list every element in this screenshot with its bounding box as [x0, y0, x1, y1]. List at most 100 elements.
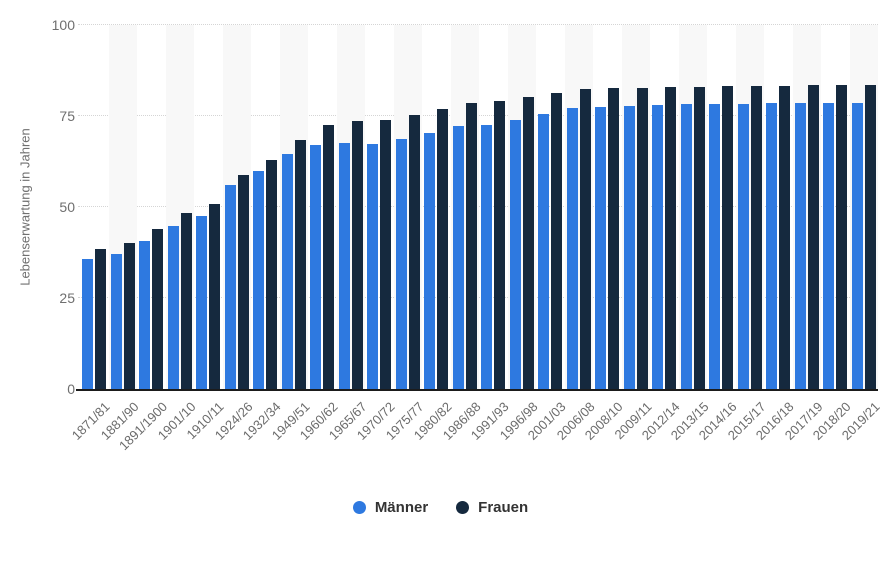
frauen-bar[interactable] [579, 89, 591, 389]
frauen-bar[interactable] [551, 93, 563, 389]
category-group [194, 25, 223, 389]
frauen-bar[interactable] [180, 213, 192, 389]
frauen-bar[interactable] [237, 174, 249, 389]
category-group [678, 25, 707, 389]
maenner-bar[interactable] [538, 113, 550, 389]
maenner-bar[interactable] [509, 119, 521, 389]
category-group [564, 25, 593, 389]
maenner-bar[interactable] [851, 103, 863, 389]
frauen-bar[interactable] [209, 204, 221, 389]
category-group [536, 25, 565, 389]
frauen-bar[interactable] [779, 85, 791, 389]
frauen-bar[interactable] [608, 88, 620, 389]
frauen-bar[interactable] [266, 160, 278, 389]
category-group [308, 25, 337, 389]
maenner-bar[interactable] [481, 125, 493, 389]
frauen-bar[interactable] [123, 242, 135, 389]
maenner-bar[interactable] [139, 241, 151, 389]
maenner-bar[interactable] [253, 170, 265, 389]
plot-area [76, 24, 878, 391]
bar-pair [139, 228, 164, 389]
frauen-bar[interactable] [152, 228, 164, 389]
category-group [422, 25, 451, 389]
category-group [621, 25, 650, 389]
maenner-bar[interactable] [452, 126, 464, 389]
legend-item-frauen[interactable]: Frauen [456, 499, 528, 516]
x-axis: 1871/81 1881/90 1891/1900 1901/10 1910/11 192… [69, 393, 881, 488]
frauen-bar[interactable] [836, 85, 848, 389]
frauen-bar[interactable] [807, 85, 819, 389]
maenner-bar[interactable] [709, 104, 721, 389]
maenner-bar[interactable] [196, 216, 208, 389]
bar-pair [737, 86, 762, 389]
maenner-bar[interactable] [566, 108, 578, 389]
frauen-bar[interactable] [693, 86, 705, 389]
maenner-bar[interactable] [281, 153, 293, 389]
maenner-bar[interactable] [110, 253, 122, 389]
bar-pair [566, 89, 591, 389]
category-group [792, 25, 821, 389]
legend-label-frauen: Frauen [478, 499, 529, 516]
category-group [336, 25, 365, 389]
frauen-bar[interactable] [380, 120, 392, 389]
maenner-bar[interactable] [424, 133, 436, 389]
category-group [137, 25, 166, 389]
category-group [279, 25, 308, 389]
frauen-bar[interactable] [95, 248, 107, 389]
frauen-bar[interactable] [722, 86, 734, 389]
maenner-bar[interactable] [224, 185, 236, 389]
category-group [849, 25, 878, 389]
y-axis-tick-label: 100 [51, 17, 75, 33]
category-group [735, 25, 764, 389]
bar-pair [623, 87, 648, 389]
bar-pair [766, 85, 791, 389]
bar-pair [538, 93, 563, 389]
maenner-bar[interactable] [367, 143, 379, 389]
frauen-bar[interactable] [408, 115, 420, 389]
frauen-bar[interactable] [864, 85, 876, 389]
bar-pair [110, 242, 135, 389]
maenner-bar[interactable] [823, 102, 835, 389]
bar-pair [823, 85, 848, 389]
frauen-bar[interactable] [294, 139, 306, 389]
frauen-bar[interactable] [323, 125, 335, 389]
maenner-bar[interactable] [595, 106, 607, 389]
category-group [393, 25, 422, 389]
maenner-bar[interactable] [395, 139, 407, 389]
bar-pair [595, 88, 620, 389]
category-group [707, 25, 736, 389]
category-group [365, 25, 394, 389]
legend: Männer Frauen [0, 499, 881, 516]
bar-groups [80, 25, 878, 389]
bar-pair [424, 109, 449, 389]
maenner-bar[interactable] [794, 102, 806, 389]
frauen-bar[interactable] [665, 86, 677, 389]
bar-pair [794, 85, 819, 389]
frauen-bar[interactable] [750, 86, 762, 389]
maenner-bar[interactable] [82, 259, 94, 389]
category-group [165, 25, 194, 389]
maenner-bar[interactable] [338, 142, 350, 389]
frauen-bar[interactable] [437, 109, 449, 389]
category-group [251, 25, 280, 389]
frauen-bar[interactable] [465, 102, 477, 389]
maenner-bar[interactable] [310, 145, 322, 389]
bar-pair [509, 96, 534, 389]
category-group [479, 25, 508, 389]
maenner-bar[interactable] [737, 104, 749, 389]
frauen-bar[interactable] [636, 87, 648, 389]
bar-pair [196, 204, 221, 389]
frauen-bar[interactable] [351, 121, 363, 389]
maenner-bar[interactable] [680, 104, 692, 389]
frauen-bar[interactable] [494, 101, 506, 389]
maenner-bar[interactable] [167, 225, 179, 389]
bar-pair [82, 248, 107, 389]
maenner-bar[interactable] [623, 106, 635, 389]
y-axis-tick-label: 75 [59, 108, 75, 124]
maenner-bar[interactable] [766, 103, 778, 389]
bar-pair [652, 86, 677, 389]
maenner-bar[interactable] [652, 104, 664, 389]
legend-dot-maenner-icon [352, 501, 366, 514]
legend-item-maenner[interactable]: Männer [352, 499, 428, 516]
frauen-bar[interactable] [522, 96, 534, 389]
